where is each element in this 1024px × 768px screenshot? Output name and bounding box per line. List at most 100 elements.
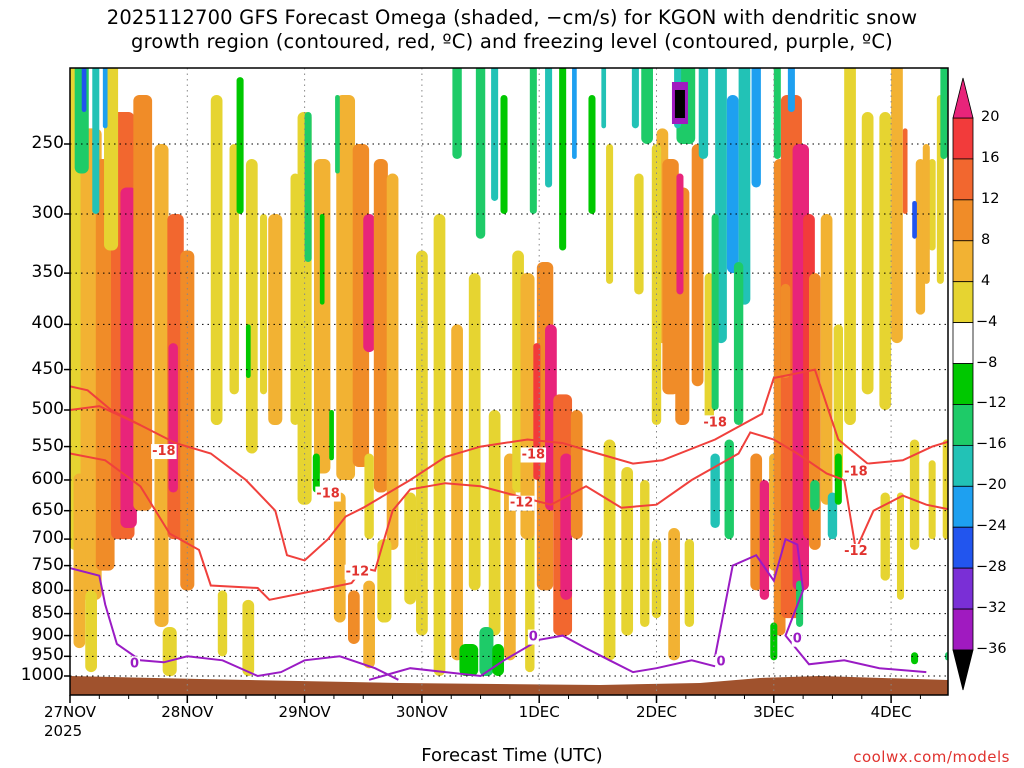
- omega-cell: [245, 324, 251, 379]
- omega-cell: [168, 343, 178, 493]
- omega-cell: [621, 466, 634, 636]
- omega-cell: [520, 273, 535, 540]
- omega-cell: [668, 527, 680, 661]
- omega-cell: [488, 410, 501, 636]
- chart-title-line2: growth region (contoured, red, ºC) and f…: [131, 30, 893, 53]
- contour-label-bg: [344, 564, 371, 580]
- contour-label: 0: [130, 656, 139, 671]
- contour-label: -12: [844, 544, 868, 559]
- omega-cell: [319, 213, 325, 305]
- omega-cell: [290, 173, 300, 426]
- omega-cell: [691, 144, 704, 387]
- colorbar-label: −36: [976, 641, 1007, 657]
- colorbar-segment: [952, 526, 974, 569]
- colorbar-segment: [952, 444, 974, 487]
- credit-link[interactable]: coolwx.com/models: [853, 748, 1010, 766]
- omega-cell: [312, 453, 320, 493]
- dgz-contour-18b: [70, 385, 141, 426]
- contour-label: -18: [522, 447, 546, 462]
- omega-cell: [102, 68, 108, 129]
- omega-cell: [335, 94, 340, 174]
- omega-cell: [844, 68, 856, 426]
- contour-label: 0: [716, 654, 725, 669]
- omega-cell: [601, 68, 607, 129]
- omega-cell: [364, 453, 374, 540]
- omega-cell: [433, 213, 446, 676]
- contour-label-bg: [315, 486, 341, 502]
- omega-cell: [570, 410, 583, 540]
- x-axis-year: 2025: [44, 722, 83, 740]
- contour-label: -12: [346, 565, 370, 580]
- y-tick-label: 850: [31, 602, 64, 623]
- omega-cell: [260, 213, 268, 395]
- omega-cell: [120, 187, 137, 528]
- contour-label: -18: [316, 487, 340, 502]
- x-tick-label: 2DEC: [635, 703, 678, 721]
- y-tick-label: 1000: [20, 665, 64, 685]
- omega-cell: [733, 261, 744, 426]
- contour-label: -18: [703, 415, 727, 430]
- omega-cell: [676, 173, 684, 295]
- omega-cell: [491, 68, 499, 201]
- omega-cell: [787, 68, 795, 113]
- omega-cell: [710, 453, 720, 528]
- contour-label-bg: [151, 444, 177, 460]
- contour-label-bg: [715, 654, 727, 670]
- omega-cell: [475, 68, 486, 239]
- omega-cell: [70, 68, 83, 550]
- omega-cell: [726, 94, 739, 274]
- contour-label: -12: [510, 496, 534, 511]
- omega-cell: [780, 283, 791, 379]
- omega-cell: [724, 439, 734, 540]
- omega-cell: [651, 539, 662, 619]
- x-tick-label: 27NOV: [43, 703, 97, 721]
- omega-cell: [363, 580, 375, 669]
- omega-cell: [940, 68, 948, 160]
- colorbar-segment: [952, 608, 974, 651]
- y-tick-label: 250: [31, 133, 64, 153]
- omega-cell: [545, 68, 553, 188]
- y-tick-label: 500: [31, 399, 64, 419]
- colorbar-segment: [952, 158, 974, 201]
- colorbar-label: −20: [976, 477, 1007, 494]
- colorbar-segment: [952, 199, 974, 242]
- colorbar-segment: [952, 281, 974, 324]
- contour-label-bg: [843, 543, 869, 559]
- omega-cell: [588, 94, 596, 214]
- y-tick-label: 350: [31, 262, 64, 283]
- omega-cell: [348, 590, 360, 645]
- y-tick-label: 700: [31, 528, 64, 549]
- omega-cell: [834, 453, 842, 505]
- omega-cell: [909, 439, 920, 550]
- omega-cell: [377, 539, 392, 623]
- colorbar-bottom-triangle: [952, 649, 974, 691]
- colorbar-label: −32: [976, 600, 1007, 617]
- omega-cell: [634, 173, 644, 295]
- omega-cell: [333, 492, 346, 623]
- omega-cell: [684, 539, 695, 627]
- omega-cell: [810, 479, 820, 511]
- omega-cell: [386, 173, 399, 550]
- y-tick-label: 900: [31, 624, 64, 645]
- omega-cell: [922, 144, 930, 284]
- colorbar-label: −28: [976, 559, 1007, 576]
- omega-cell: [242, 599, 255, 676]
- contour-label: 0: [529, 630, 538, 645]
- omega-cell: [210, 94, 223, 426]
- chart-title-line1: 2025112700 GFS Forecast Omega (shaded, −…: [106, 6, 918, 29]
- omega-cell: [329, 410, 334, 461]
- y-tick-label: 800: [31, 579, 64, 600]
- colorbar-label: 8: [981, 231, 991, 248]
- omega-cell: [751, 68, 761, 188]
- omega-cell: [529, 68, 537, 214]
- omega-cell: [662, 159, 679, 395]
- omega-cell: [451, 324, 463, 661]
- y-tick-label: 650: [31, 499, 64, 520]
- contour-label-bg: [843, 464, 869, 480]
- omega-cell: [759, 479, 770, 600]
- omega-cell: [133, 94, 153, 511]
- omega-cell: [879, 112, 892, 410]
- omega-cell: [698, 68, 709, 160]
- omega-cell: [928, 159, 936, 251]
- omega-cell: [459, 644, 479, 676]
